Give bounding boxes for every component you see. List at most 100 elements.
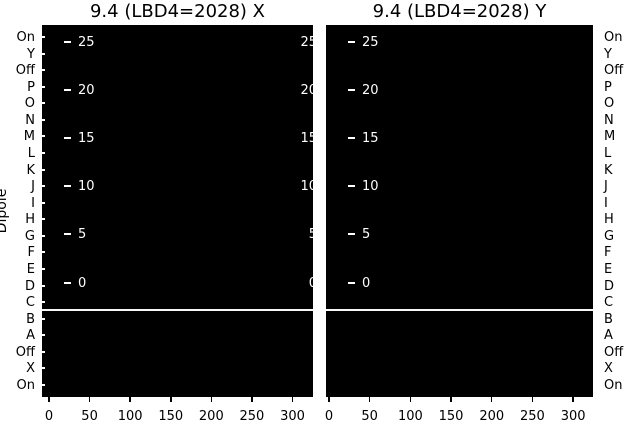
inner-scale-label: 10 [64,179,95,195]
y-tick-mark [42,185,45,188]
inner-tick-value: 20 [362,83,379,99]
subplot-y-title: 9.4 (LBD4=2028) Y [372,1,547,22]
inner-scale-label: 5 [64,227,86,243]
x-tick-mark [48,397,50,402]
inner-tick-value: 15 [78,131,95,147]
y-tick-label: E [604,261,613,277]
inner-scale-label: 0 [348,276,370,292]
y-tick-mark [42,36,45,38]
x-tick-label: 100 [397,409,423,424]
x-tick-label: 0 [324,409,334,424]
y-tick-label: A [26,328,35,344]
y-tick-mark [42,284,45,287]
x-tick-label: 200 [479,409,505,424]
y-tick-label: P [27,79,35,95]
y-tick-label: Off [604,344,624,360]
inner-tick-value: 5 [362,227,371,243]
y-tick-mark [42,85,45,88]
inner-tick-dash [64,281,71,284]
y-tick-label: On [604,30,623,45]
x-tick-label: 150 [438,409,464,424]
subplot-y: 9.4 (LBD4=2028) Y 25 20 15 10 5 0 0 50 100 150 20… [325,2,593,424]
x-tick-mark [368,397,371,402]
y-tick-label: X [26,361,35,377]
row-divider-line [42,309,313,311]
y-tick-label: N [604,112,614,128]
inner-scale-label: 20 [348,83,379,99]
inner-scale-label-right: 0 [308,275,313,291]
y-tick-mark [42,301,45,304]
inner-tick-dash [64,89,71,92]
y-tick-mark [42,168,45,171]
inner-scale-label-right: 20 [300,83,313,99]
y-tick-mark [42,52,45,55]
inner-tick-dash [64,185,71,188]
inner-scale-label: 10 [348,179,379,195]
y-tick-label: Off [15,344,35,360]
y-tick-mark [42,201,45,204]
x-tick-label: 250 [520,409,545,424]
inner-tick-value: 10 [78,179,95,195]
inner-scale-label-right: 15 [300,131,313,147]
x-tick-label: 100 [117,409,143,424]
subplot-x: 9.4 (LBD4=2028) X 25 20 15 10 5 0 25 20 15 10 5 0 0… [42,2,313,424]
y-tick-label: On [16,377,35,393]
inner-scale-label-right: 10 [300,179,313,195]
y-tick-mark [42,118,45,121]
y-tick-label: A [604,328,613,344]
inner-tick-value: 25 [362,35,379,50]
inner-tick-dash [348,281,355,284]
y-tick-label: F [27,245,35,261]
y-tick-mark [42,251,45,254]
inner-scale-label-right: 25 [300,35,313,50]
x-tick-label: 0 [44,409,54,424]
inner-scale-label-right: 5 [308,227,313,243]
x-tick-mark [409,397,412,402]
y-tick-mark [42,234,45,237]
x-tick-mark [328,397,330,402]
y-tick-label: O [24,96,35,112]
y-tick-mark [42,69,45,72]
y-tick-label: X [604,361,613,377]
x-tick-mark [210,397,213,402]
y-tick-mark [42,317,45,320]
inner-scale-label: 0 [64,276,86,292]
y-tick-label: K [26,162,35,178]
subplot-x-title: 9.4 (LBD4=2028) X [89,1,266,22]
y-tick-label: E [26,261,35,277]
inner-scale-label: 5 [348,227,370,243]
x-tick-mark [291,397,294,402]
y-tick-label: M [604,129,616,145]
inner-tick-value: 0 [362,275,371,291]
x-tick-mark [88,397,91,402]
y-tick-label: Y [604,46,612,62]
subplot-y-plot-area: 25 20 15 10 5 0 [326,25,593,397]
inner-tick-value: 10 [362,179,379,195]
x-tick-mark [129,397,131,402]
inner-tick-dash [348,89,355,92]
inner-tick-dash [64,41,71,43]
inner-tick-dash [348,137,355,140]
y-tick-label: H [25,212,35,228]
y-tick-mark [42,367,45,370]
y-tick-mark [42,102,45,105]
y-tick-mark [42,383,45,386]
row-divider-line [326,309,593,311]
inner-tick-value: 25 [78,35,95,50]
y-tick-label: H [604,212,614,228]
y-tick-mark [42,267,45,270]
inner-scale-label: 15 [348,131,379,147]
inner-scale-label: 25 [64,35,95,51]
inner-scale-label: 15 [64,131,95,147]
x-tick-label: 300 [280,409,305,424]
y-tick-label: I [31,195,35,211]
right-axis-tick-labels: On Y Off P O N M L K J I H G F E D C B A Off X On [604,0,640,440]
x-tick-label: 50 [81,409,98,424]
inner-scale-label: 20 [64,83,95,99]
x-tick-mark [450,397,452,402]
x-tick-mark [170,397,172,402]
x-tick-label: 150 [158,409,184,424]
y-tick-mark [42,135,45,138]
x-tick-label: 250 [239,409,265,424]
